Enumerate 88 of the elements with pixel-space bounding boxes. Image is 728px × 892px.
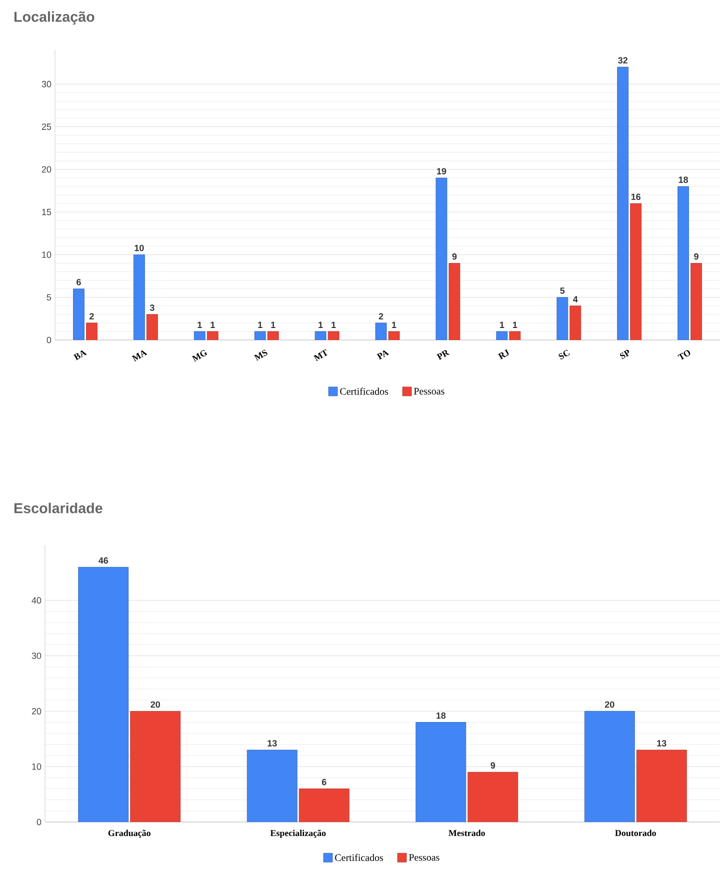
data-label: 1 xyxy=(210,322,215,328)
legend-label: Pessoas xyxy=(408,854,440,861)
bar xyxy=(78,566,129,822)
y-tick-label: 20 xyxy=(32,708,42,714)
data-label: 1 xyxy=(512,322,518,328)
chart-title: Escolaridade xyxy=(14,502,102,514)
bar xyxy=(584,711,635,822)
x-tick-label: Doutorado xyxy=(615,830,656,836)
x-tick-label: RJ xyxy=(498,349,509,360)
data-label: 9 xyxy=(694,253,698,260)
data-label: 9 xyxy=(490,762,496,769)
y-tick-label: 0 xyxy=(36,818,42,826)
bar xyxy=(133,254,145,340)
bar xyxy=(630,203,642,340)
bar xyxy=(570,306,582,340)
x-tick-label: PA xyxy=(376,350,390,360)
bar xyxy=(678,186,689,340)
x-tick-label: MS xyxy=(254,350,268,361)
bar xyxy=(388,331,400,340)
bar xyxy=(636,750,687,822)
y-tick-label: 40 xyxy=(32,597,42,604)
bar xyxy=(246,750,298,822)
data-label: 6 xyxy=(76,278,81,286)
data-label: 9 xyxy=(452,253,457,260)
bar xyxy=(86,322,98,340)
x-tick-label: Mestrado xyxy=(448,830,485,836)
data-label: 2 xyxy=(90,313,94,320)
bar xyxy=(298,788,350,822)
data-label: 1 xyxy=(271,322,276,328)
data-label: 1 xyxy=(198,322,202,328)
data-label: 18 xyxy=(436,712,446,719)
bar xyxy=(448,263,460,340)
data-label: 20 xyxy=(150,701,160,708)
data-label: 1 xyxy=(332,322,336,328)
x-tick-label: MT xyxy=(313,349,328,362)
x-tick-label: TO xyxy=(678,350,690,360)
data-label: 16 xyxy=(631,194,640,200)
legend-label: Certificados xyxy=(340,388,388,395)
bar xyxy=(436,178,448,340)
bar xyxy=(416,722,466,822)
y-tick-label: 20 xyxy=(42,166,52,173)
bar xyxy=(509,331,521,340)
data-label: 18 xyxy=(678,176,688,183)
data-label: 1 xyxy=(258,322,262,328)
x-tick-label: BA xyxy=(73,350,87,360)
bar xyxy=(690,263,702,340)
bar xyxy=(556,297,568,340)
y-tick-label: 0 xyxy=(46,336,52,344)
y-tick-label: 30 xyxy=(32,652,42,659)
data-label: 46 xyxy=(98,557,108,564)
data-label: 1 xyxy=(392,322,396,328)
data-label: 10 xyxy=(134,244,144,252)
data-label: 13 xyxy=(657,740,666,746)
data-label: 19 xyxy=(437,168,446,174)
data-label: 4 xyxy=(573,296,578,302)
x-tick-label: SC xyxy=(558,350,570,360)
legend-label: Certificados xyxy=(335,854,384,861)
bar xyxy=(73,288,84,340)
chart-title: Localização xyxy=(14,11,94,25)
data-label: 3 xyxy=(150,304,154,311)
y-tick-label: 15 xyxy=(42,208,52,216)
y-tick-label: 10 xyxy=(42,252,52,258)
bar xyxy=(468,772,518,822)
x-tick-label: SP xyxy=(620,350,630,360)
data-label: 1 xyxy=(318,322,323,328)
bar xyxy=(130,711,181,822)
data-label: 5 xyxy=(560,288,565,294)
data-label: 2 xyxy=(378,313,384,320)
x-tick-label: PR xyxy=(436,350,450,360)
x-tick-label: MA xyxy=(132,350,148,362)
data-label: 32 xyxy=(618,57,628,64)
bar xyxy=(146,314,158,340)
x-tick-label: Especialização xyxy=(270,830,326,838)
data-label: 1 xyxy=(500,322,504,328)
bar xyxy=(206,331,218,340)
legend-label: Pessoas xyxy=(414,388,444,395)
bar xyxy=(267,331,279,340)
data-label: 13 xyxy=(268,740,277,746)
bar xyxy=(328,331,340,340)
y-tick-label: 25 xyxy=(42,124,52,130)
y-tick-label: 5 xyxy=(46,294,52,300)
data-label: 6 xyxy=(322,778,326,786)
bar xyxy=(617,66,629,340)
y-tick-label: 30 xyxy=(42,80,52,88)
data-label: 20 xyxy=(604,701,614,708)
y-tick-label: 10 xyxy=(32,763,42,770)
x-tick-label: Graduação xyxy=(108,830,150,838)
x-tick-label: MG xyxy=(192,350,207,362)
